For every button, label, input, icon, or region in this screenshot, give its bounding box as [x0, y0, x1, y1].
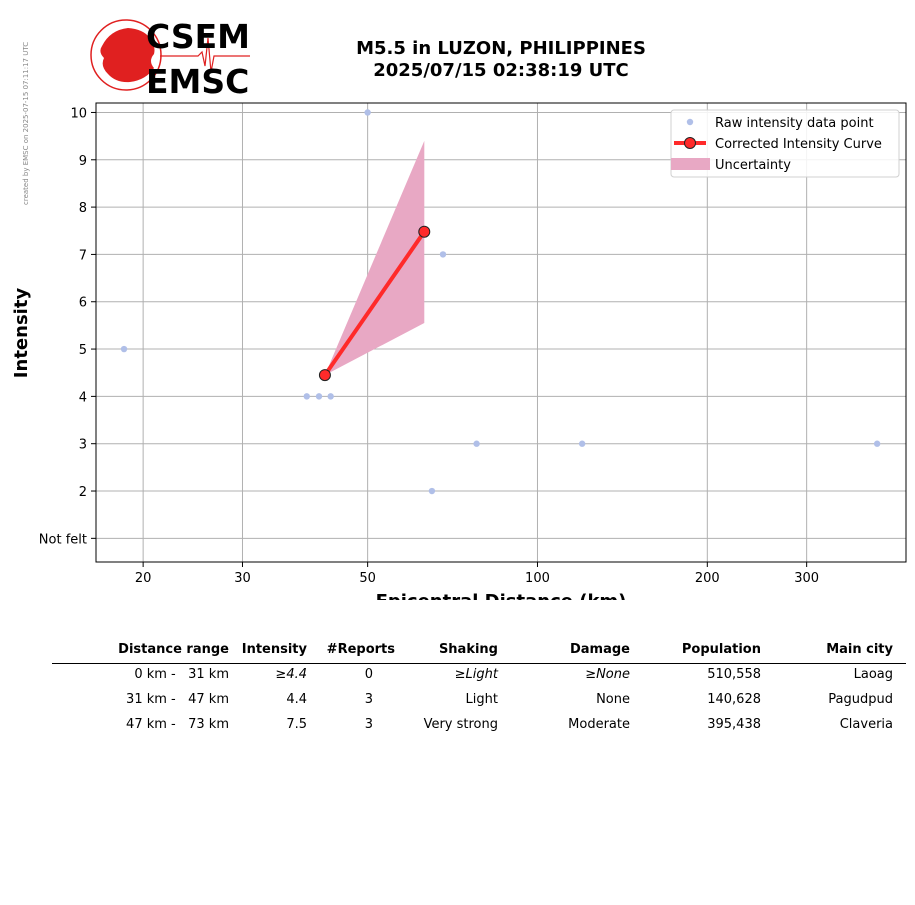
table-row: 31 km - 47 km 4.4 3 Light None 140,628 P…	[52, 688, 906, 713]
x-tick-label: 50	[359, 571, 376, 586]
legend-raw-marker	[686, 118, 694, 126]
legend-label: Raw intensity data point	[715, 116, 874, 131]
col-header-shaking: Shaking	[438, 642, 498, 657]
legend-curve-marker	[684, 137, 696, 149]
y-ticks: Not felt 2 3 4 5 6 7 8 9 10	[39, 106, 96, 547]
col-header-intensity: Intensity	[241, 642, 307, 657]
y-tick-label: Not felt	[39, 532, 87, 547]
corrected-curve	[318, 225, 431, 382]
cell-shaking: Very strong	[423, 717, 498, 732]
col-header-population: Population	[681, 642, 761, 657]
legend-band-swatch	[671, 158, 710, 170]
raw-intensity-point	[327, 393, 334, 400]
raw-intensity-point	[873, 440, 881, 447]
col-header-distance: Distance range	[118, 642, 229, 657]
cell-range: 31 km - 47 km	[126, 692, 229, 707]
uncertainty-band	[324, 140, 425, 376]
x-tick-label: 300	[794, 571, 819, 586]
cell-range: 47 km - 73 km	[126, 717, 229, 732]
x-tick-label: 30	[234, 571, 251, 586]
y-tick-label: 10	[70, 106, 87, 121]
cell-reports: 0	[364, 667, 373, 682]
logo-map-shape	[100, 28, 155, 83]
corrected-curve-line	[322, 229, 427, 378]
emsc-logo: CSEM EMSC	[90, 17, 250, 98]
plot-frame	[95, 102, 907, 563]
chart-legend: Raw intensity data point Corrected Intens…	[670, 109, 900, 178]
logo-top-text: CSEM	[146, 17, 250, 56]
raw-intensity-point	[428, 487, 436, 495]
cell-shaking: Light	[465, 692, 498, 707]
legend-label: Uncertainty	[715, 158, 791, 173]
cell-range: 0 km - 31 km	[134, 667, 229, 682]
y-tick-label: 8	[79, 201, 87, 216]
cell-reports: 3	[364, 717, 373, 732]
y-axis-label: Intensity	[11, 288, 32, 379]
logo-bottom-text: EMSC	[146, 62, 249, 98]
chart-title: M5.5 in LUZON, PHILIPPINES 2025/07/15 02…	[300, 38, 702, 82]
raw-intensity-point	[303, 393, 310, 400]
title-line-1: M5.5 in LUZON, PHILIPPINES	[356, 38, 646, 59]
cell-damage: Moderate	[568, 717, 630, 732]
intensity-table: Distance range Intensity #Reports Shakin…	[52, 638, 906, 738]
chart-grid	[96, 103, 906, 562]
cell-population: 510,558	[707, 667, 761, 682]
y-tick-label: 2	[79, 485, 87, 500]
table-header-rule	[52, 663, 906, 664]
x-tick-label: 100	[525, 571, 550, 586]
cell-intensity: 4.4	[286, 692, 307, 707]
cell-population: 395,438	[707, 717, 761, 732]
legend-label: Corrected Intensity Curve	[715, 137, 882, 152]
cell-reports: 3	[364, 692, 373, 707]
col-header-city: Main city	[826, 642, 893, 657]
col-header-damage: Damage	[569, 642, 630, 657]
y-tick-label: 6	[79, 296, 87, 311]
y-tick-label: 3	[79, 438, 87, 453]
title-line-2: 2025/07/15 02:38:19 UTC	[373, 60, 629, 81]
cell-city: Laoag	[853, 667, 893, 682]
raw-intensity-point	[578, 440, 586, 447]
raw-intensity-point	[315, 393, 323, 400]
legend-box	[670, 109, 900, 178]
corrected-curve-marker	[318, 369, 331, 382]
raw-points	[120, 109, 881, 495]
raw-intensity-point	[473, 440, 480, 447]
corrected-curve-marker	[418, 225, 431, 238]
cell-damage: ≥None	[585, 667, 630, 682]
table-row: 47 km - 73 km 7.5 3 Very strong Moderate…	[52, 713, 906, 738]
cell-damage: None	[596, 692, 630, 707]
raw-intensity-point	[439, 251, 447, 258]
intensity-chart: 20 30 50 100 200 300 Not felt 2 3 4 5 6 7 8 9 10 Epice…	[11, 102, 907, 600]
x-ticks: 20 30 50 100 200 300	[135, 562, 819, 586]
cell-shaking: ≥Light	[454, 667, 498, 682]
cell-intensity: 7.5	[286, 717, 307, 732]
cell-population: 140,628	[707, 692, 761, 707]
cell-city: Pagudpud	[828, 692, 893, 707]
col-header-reports: #Reports	[326, 642, 395, 657]
y-tick-label: 7	[79, 248, 87, 263]
table-row: 0 km - 31 km ≥4.4 0 ≥Light ≥None 510,558…	[52, 663, 906, 688]
y-tick-label: 9	[79, 154, 87, 169]
raw-intensity-point	[364, 109, 371, 116]
uncertainty-area	[324, 140, 425, 376]
raw-intensity-point	[120, 345, 128, 353]
x-tick-label: 20	[135, 571, 152, 586]
y-tick-label: 4	[79, 390, 87, 405]
x-tick-label: 200	[695, 571, 720, 586]
cell-intensity: ≥4.4	[275, 667, 307, 682]
cell-city: Claveria	[839, 717, 893, 732]
table-header-row: Distance range Intensity #Reports Shakin…	[52, 638, 906, 664]
logo-seismogram	[160, 37, 250, 73]
x-axis-label: Epicentral Distance (km)	[376, 591, 627, 600]
y-tick-label: 5	[79, 343, 87, 358]
logo-globe-icon	[90, 19, 162, 91]
